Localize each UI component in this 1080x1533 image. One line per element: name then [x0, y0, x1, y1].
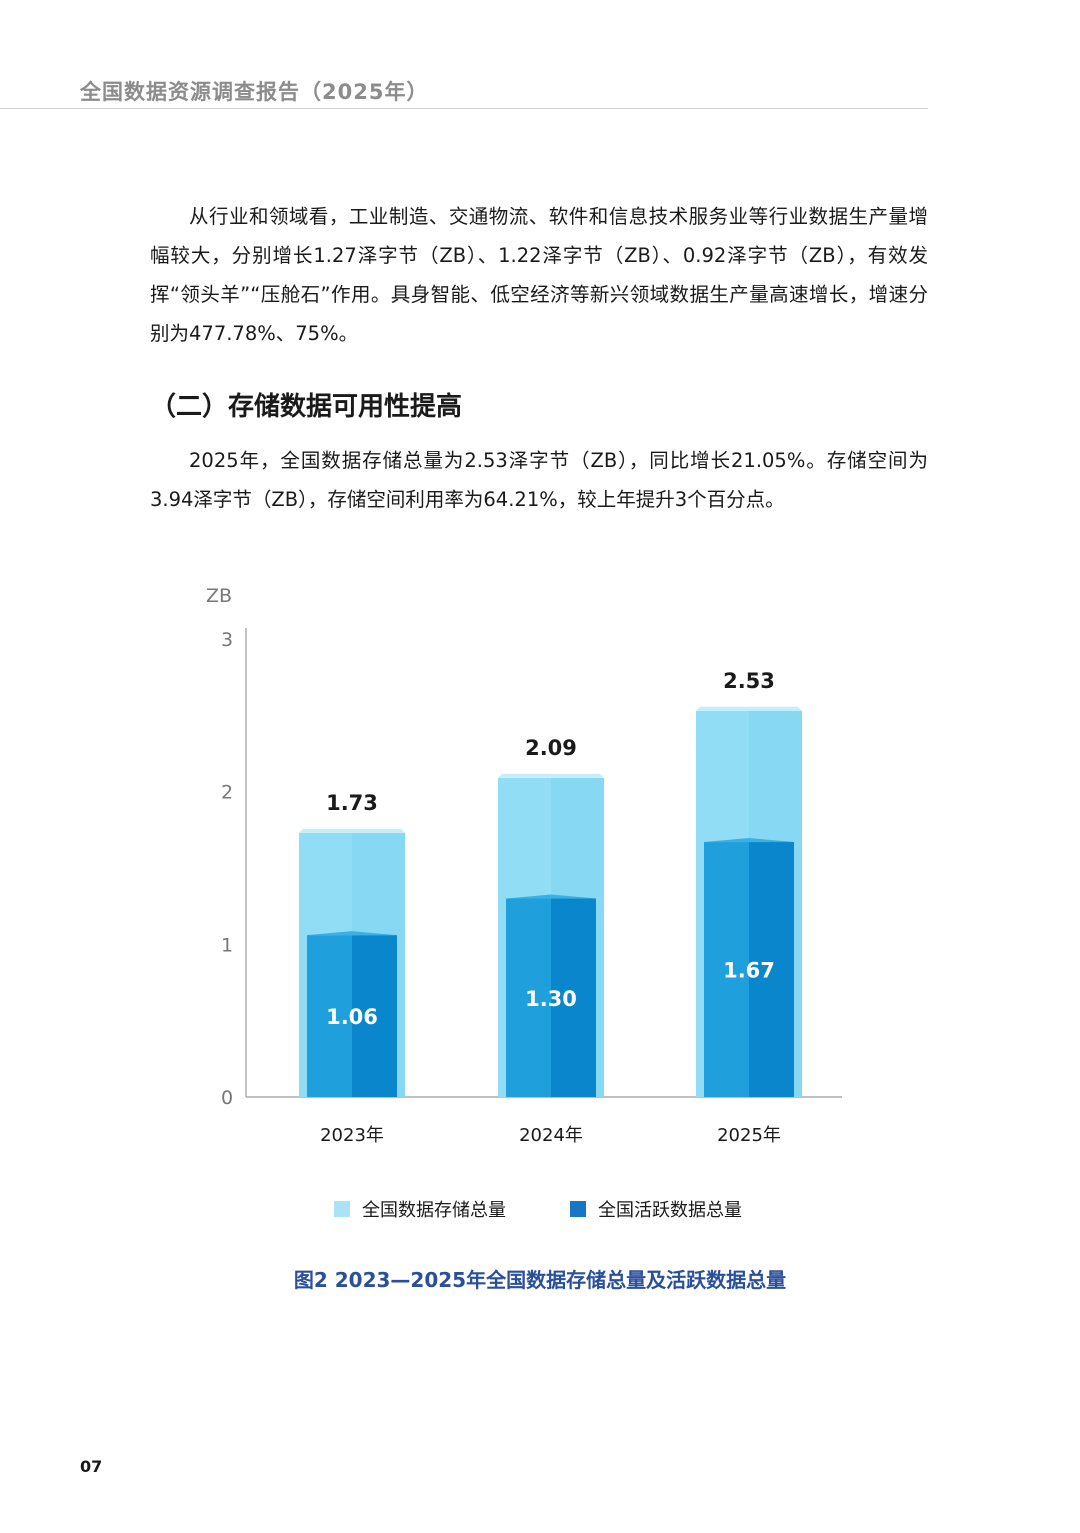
active-value-label-2: 1.67 [723, 959, 775, 983]
legend-swatch-active [570, 1201, 586, 1217]
x-category-label-1: 2024年 [519, 1125, 583, 1146]
bar-storage-top-0 [299, 828, 405, 833]
legend-swatch-storage [334, 1201, 350, 1217]
active-value-label-0: 1.06 [326, 1005, 378, 1029]
header-rule [0, 108, 928, 109]
x-category-label-2: 2025年 [717, 1125, 781, 1146]
page-number: 07 [80, 1457, 103, 1476]
legend-item-active: 全国活跃数据总量 [570, 1196, 742, 1222]
y-tick-label-2: 2 [221, 782, 233, 804]
paragraph-industry-growth: 从行业和领域看，工业制造、交通物流、软件和信息技术服务业等行业数据生产量增幅较大… [150, 205, 928, 345]
storage-value-label-2: 2.53 [723, 669, 775, 693]
bar-storage-top-2 [696, 706, 802, 711]
bar-active-right-2 [749, 842, 794, 1097]
running-header: 全国数据资源调查报告（2025年） [80, 80, 429, 104]
bar-active-right-0 [352, 935, 397, 1097]
bar-active-right-1 [551, 898, 596, 1097]
bar-storage-top-1 [498, 773, 604, 778]
bar-active-left-0 [307, 935, 352, 1097]
storage-value-label-1: 2.09 [525, 736, 577, 760]
storage-bar-chart: ZB 0 1 2 3 1.73 1.06 2023年 2.09 1.30 2024年 2.53 1.67… [206, 585, 842, 1146]
section-heading: （二）存储数据可用性提高 [150, 392, 463, 422]
y-tick-label-3: 3 [221, 629, 233, 651]
chart-legend: 全国数据存储总量 全国活跃数据总量 [0, 1196, 1080, 1226]
y-axis-unit-label: ZB [206, 585, 232, 607]
bar-active-top-0 [307, 931, 397, 936]
bar-active-top-1 [506, 894, 596, 899]
legend-label-active: 全国活跃数据总量 [598, 1200, 742, 1221]
y-tick-label-1: 1 [221, 934, 233, 956]
bar-active-top-2 [704, 838, 794, 843]
bar-active-left-2 [704, 842, 749, 1097]
legend-label-storage: 全国数据存储总量 [362, 1200, 506, 1221]
legend-item-storage: 全国数据存储总量 [334, 1196, 506, 1222]
figure-caption: 图2 2023—2025年全国数据存储总量及活跃数据总量 [293, 1268, 787, 1292]
active-value-label-1: 1.30 [525, 987, 577, 1011]
x-category-label-0: 2023年 [320, 1125, 384, 1146]
paragraph-storage-total: 2025年，全国数据存储总量为2.53泽字节（ZB），同比增长21.05%。存储… [150, 449, 928, 511]
y-tick-label-0: 0 [221, 1087, 233, 1109]
bar-active-left-1 [506, 898, 551, 1097]
storage-value-label-0: 1.73 [326, 791, 378, 815]
